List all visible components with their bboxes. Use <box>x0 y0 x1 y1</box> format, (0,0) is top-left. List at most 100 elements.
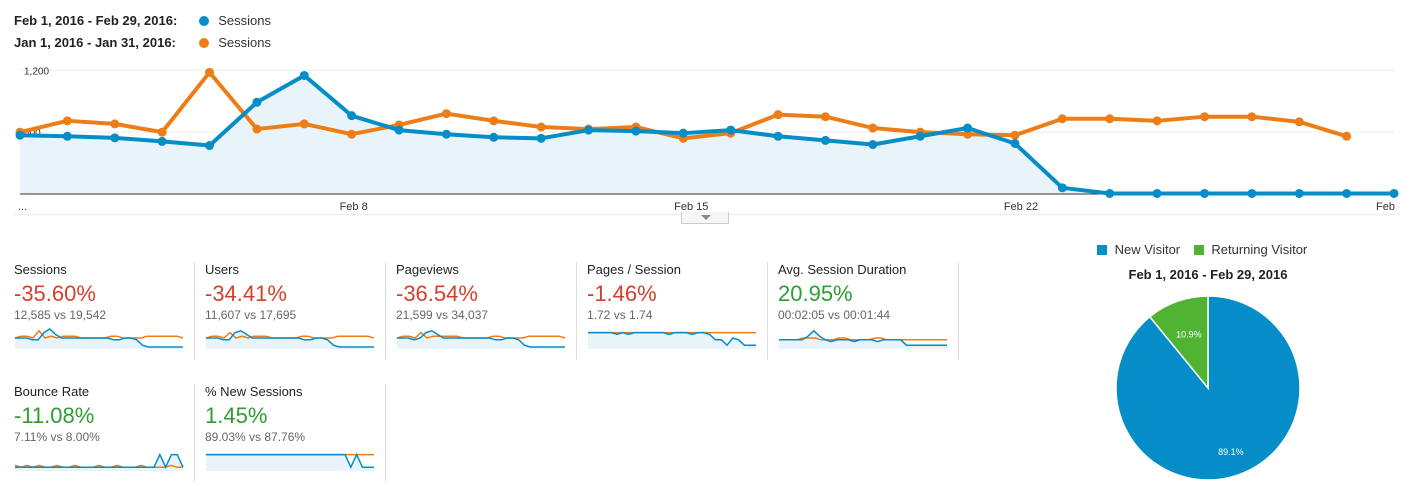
legend-previous: Jan 1, 2016 - Jan 31, 2016: Sessions <box>14 35 271 50</box>
sessions-current-point[interactable] <box>489 132 499 142</box>
metric-sparkline <box>14 452 184 471</box>
sparkline-current <box>397 329 565 348</box>
sessions-current-point[interactable] <box>1152 188 1162 198</box>
metric-sparkline <box>396 329 566 349</box>
metric-change: -1.46% <box>587 281 657 306</box>
sessions-previous-point[interactable] <box>1199 112 1209 122</box>
sessions-current-point[interactable] <box>536 133 546 143</box>
sessions-previous-point[interactable] <box>157 127 167 137</box>
sessions-current-point[interactable] <box>1010 138 1020 148</box>
sessions-current-point[interactable] <box>773 131 783 141</box>
sessions-previous-point[interactable] <box>773 110 783 120</box>
visitor-type-pie-chart[interactable]: 89.1% 10.9% <box>1110 290 1306 486</box>
pie-slice-label: 89.1% <box>1218 447 1244 457</box>
sessions-previous-point[interactable] <box>536 122 546 132</box>
sessions-previous-point[interactable] <box>252 124 262 134</box>
metric-compare: 12,585 vs 19,542 <box>14 308 107 322</box>
sessions-previous-point[interactable] <box>1057 114 1067 124</box>
sessions-current-point[interactable] <box>1389 188 1399 198</box>
metric-tile-avg-session-duration[interactable]: Avg. Session Duration 20.95% 00:02:05 vs 0… <box>778 262 959 360</box>
sessions-current-point[interactable] <box>252 97 262 107</box>
sessions-current-point[interactable] <box>963 123 973 133</box>
legend-current-range: Feb 1, 2016 - Feb 29, 2016: <box>14 13 178 28</box>
metric-tile-pages-session[interactable]: Pages / Session -1.46% 1.72 vs 1.74 <box>587 262 768 360</box>
pie-slice-returning-visitor[interactable] <box>1148 295 1209 391</box>
sessions-current-point[interactable] <box>205 141 215 151</box>
sessions-current-point[interactable] <box>1294 188 1304 198</box>
sessions-current-point[interactable] <box>1247 188 1257 198</box>
metric-name: Pages / Session <box>587 262 681 277</box>
metric-tile--new-sessions[interactable]: % New Sessions 1.45% 89.03% vs 87.76% <box>205 384 386 482</box>
legend-returning-visitor: Returning Visitor <box>1211 242 1308 257</box>
sessions-previous-point[interactable] <box>1247 112 1257 122</box>
x-tick-label: Feb <box>1376 201 1395 213</box>
metric-compare: 00:02:05 vs 00:01:44 <box>778 308 891 322</box>
legend-new-visitor-swatch <box>1097 245 1107 255</box>
sessions-current-point[interactable] <box>631 126 641 136</box>
sessions-previous-point[interactable] <box>1294 117 1304 127</box>
sessions-current-point[interactable] <box>157 136 167 146</box>
sessions-previous-point[interactable] <box>963 129 973 139</box>
metric-sparkline <box>588 331 756 349</box>
metric-name: Bounce Rate <box>14 384 90 399</box>
legend-returning-visitor-swatch <box>1193 245 1204 255</box>
sessions-current-point[interactable] <box>15 130 25 140</box>
sessions-previous-line <box>19 70 1348 141</box>
sessions-previous-point[interactable] <box>1010 130 1020 140</box>
metric-tile-users[interactable]: Users -34.41% 11,607 vs 17,695 <box>205 262 386 360</box>
sessions-previous-point[interactable] <box>299 119 309 129</box>
pie-slice-label: 10.9% <box>1176 329 1202 339</box>
metric-tile-pageviews[interactable]: Pageviews -36.54% 21,599 vs 34,037 <box>396 262 577 360</box>
sessions-current-point[interactable] <box>868 140 878 150</box>
sessions-current-point[interactable] <box>1105 188 1115 198</box>
sessions-previous-point[interactable] <box>489 116 499 126</box>
sessions-previous-point[interactable] <box>1105 114 1115 124</box>
sessions-current-point[interactable] <box>394 125 404 135</box>
sessions-previous-point[interactable] <box>205 67 215 77</box>
x-tick-label: Feb 22 <box>1004 201 1038 213</box>
sessions-current-point[interactable] <box>820 135 830 145</box>
sessions-current-point[interactable] <box>584 125 594 135</box>
metric-change: 1.45% <box>205 403 268 428</box>
sessions-current-point[interactable] <box>110 133 120 143</box>
chart-resize-handle[interactable] <box>681 212 729 224</box>
metric-sparkline <box>205 329 375 349</box>
sessions-current-point[interactable] <box>1057 183 1067 193</box>
sessions-current-point[interactable] <box>678 128 688 138</box>
sessions-current-point[interactable] <box>1342 188 1352 198</box>
sessions-current-point[interactable] <box>915 131 925 141</box>
y-tick-label: 1,200 <box>24 66 49 77</box>
sessions-current-point[interactable] <box>1199 188 1209 198</box>
sessions-current-line <box>19 73 1394 196</box>
sessions-previous-point[interactable] <box>820 112 830 122</box>
metric-compare: 11,607 vs 17,695 <box>205 308 297 322</box>
sessions-previous-point[interactable] <box>441 109 451 119</box>
metric-compare: 1.72 vs 1.74 <box>587 308 653 322</box>
sessions-previous-point[interactable] <box>868 123 878 133</box>
legend-current: Feb 1, 2016 - Feb 29, 2016: Sessions <box>14 13 271 28</box>
x-tick-label: ... <box>18 201 27 213</box>
sparkline-current <box>779 329 947 346</box>
sessions-previous-point[interactable] <box>62 116 72 126</box>
sessions-previous-point[interactable] <box>1152 116 1162 126</box>
metric-name: Sessions <box>14 262 67 277</box>
legend-previous-dot <box>198 38 209 48</box>
sessions-current-point[interactable] <box>441 129 451 139</box>
metric-tile-sessions[interactable]: Sessions -35.60% 12,585 vs 19,542 <box>14 262 195 360</box>
sparkline-area <box>206 454 374 471</box>
sparkline-current <box>15 328 183 348</box>
sparkline-current <box>15 452 184 469</box>
legend-new-visitor: New Visitor <box>1114 242 1181 257</box>
sessions-current-point[interactable] <box>726 125 736 135</box>
metric-name: % New Sessions <box>205 384 303 399</box>
sessions-previous-point[interactable] <box>347 129 357 139</box>
sessions-current-point[interactable] <box>299 70 309 80</box>
pie-title: Feb 1, 2016 - Feb 29, 2016 <box>1128 267 1288 282</box>
metric-compare: 89.03% vs 87.76% <box>205 430 306 444</box>
sessions-current-point[interactable] <box>347 111 357 121</box>
sessions-current-point[interactable] <box>62 131 72 141</box>
metric-tile-bounce-rate[interactable]: Bounce Rate -11.08% 7.11% vs 8.00% <box>14 384 195 482</box>
sessions-previous-point[interactable] <box>110 119 120 129</box>
sessions-previous-point[interactable] <box>1342 131 1352 141</box>
